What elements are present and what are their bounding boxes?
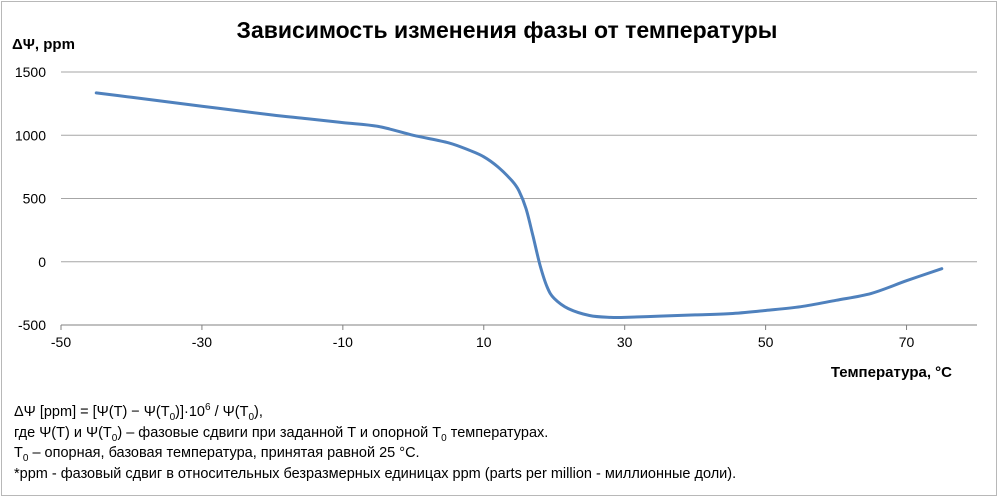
y-tick-label: 1000 xyxy=(15,127,46,143)
x-tick-label: 30 xyxy=(617,334,633,350)
y-tick-label: 1500 xyxy=(15,64,46,80)
y-tick-label: -500 xyxy=(18,317,46,333)
ppm-footnote: *ppm - фазовый сдвиг в относительных без… xyxy=(14,465,737,482)
x-tick-label: -10 xyxy=(333,334,353,350)
y-tick-labels: 1500 1000 500 0 -500 xyxy=(15,64,46,333)
x-tick-label: 70 xyxy=(899,334,915,350)
definition-line: где Ψ(T) и Ψ(T0) – фазовые сдвиги при за… xyxy=(14,424,549,444)
x-axis xyxy=(60,324,977,330)
series-line-0 xyxy=(94,91,944,320)
notes: ΔΨ [ppm] = [Ψ(T) − Ψ(T0)]·106 / Ψ(T0), г… xyxy=(14,402,974,484)
y-tick-label: 500 xyxy=(23,191,47,207)
x-tick-label: -50 xyxy=(51,334,71,350)
chart-title: Зависимость изменения фазы от температур… xyxy=(237,17,778,43)
x-tick-label: 50 xyxy=(758,334,774,350)
y-tick-label: 0 xyxy=(38,254,46,270)
gridlines xyxy=(61,71,977,263)
y-axis-label: ΔΨ, ppm xyxy=(12,36,75,53)
series-layer xyxy=(94,91,944,320)
x-tick-labels: -50 -30 -10 10 30 50 70 xyxy=(51,334,915,350)
phase-temperature-chart: Зависимость изменения фазы от температур… xyxy=(12,17,977,381)
reference-temperature-line: T0 – опорная, базовая температура, приня… xyxy=(14,445,420,464)
formula-line: ΔΨ [ppm] = [Ψ(T) − Ψ(T0)]·106 / Ψ(T0), xyxy=(14,402,263,423)
x-axis-label: Температура, °С xyxy=(831,364,952,381)
x-tick-label: 10 xyxy=(476,334,492,350)
x-tick-label: -30 xyxy=(192,334,212,350)
